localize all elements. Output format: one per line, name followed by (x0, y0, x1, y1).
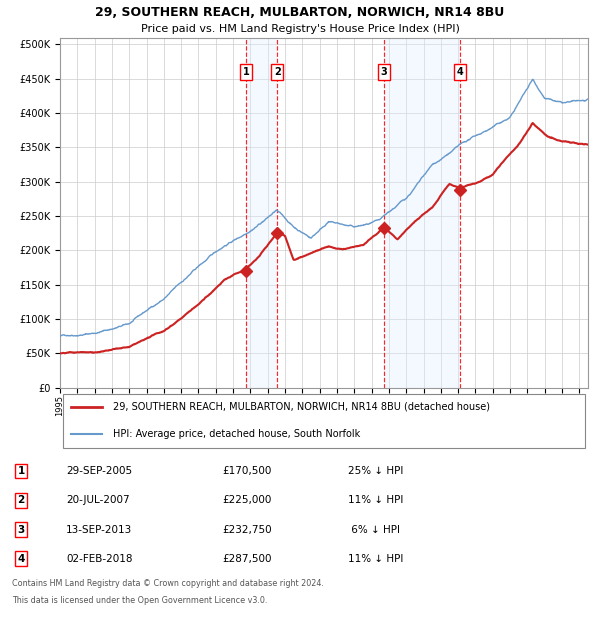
FancyBboxPatch shape (62, 394, 586, 448)
Text: 29-SEP-2005: 29-SEP-2005 (66, 466, 132, 476)
Text: £225,000: £225,000 (222, 495, 271, 505)
Text: Contains HM Land Registry data © Crown copyright and database right 2024.: Contains HM Land Registry data © Crown c… (12, 579, 324, 588)
Text: £287,500: £287,500 (222, 554, 271, 564)
Text: 25% ↓ HPI: 25% ↓ HPI (348, 466, 403, 476)
Text: 3: 3 (380, 67, 387, 77)
Text: 20-JUL-2007: 20-JUL-2007 (66, 495, 130, 505)
Text: 4: 4 (457, 67, 463, 77)
Text: 2: 2 (274, 67, 281, 77)
Text: Price paid vs. HM Land Registry's House Price Index (HPI): Price paid vs. HM Land Registry's House … (140, 24, 460, 35)
Text: HPI: Average price, detached house, South Norfolk: HPI: Average price, detached house, Sout… (113, 429, 360, 439)
Bar (384, 38, 460, 388)
Text: This data is licensed under the Open Government Licence v3.0.: This data is licensed under the Open Gov… (12, 596, 268, 605)
Text: 6% ↓ HPI: 6% ↓ HPI (348, 525, 400, 534)
Text: 11% ↓ HPI: 11% ↓ HPI (348, 495, 403, 505)
Text: 1: 1 (242, 67, 250, 77)
Text: £170,500: £170,500 (222, 466, 271, 476)
Bar (246, 38, 277, 388)
Text: 3: 3 (17, 525, 25, 534)
Text: 11% ↓ HPI: 11% ↓ HPI (348, 554, 403, 564)
Text: 02-FEB-2018: 02-FEB-2018 (66, 554, 133, 564)
Text: 4: 4 (17, 554, 25, 564)
Text: £232,750: £232,750 (222, 525, 272, 534)
Text: 29, SOUTHERN REACH, MULBARTON, NORWICH, NR14 8BU (detached house): 29, SOUTHERN REACH, MULBARTON, NORWICH, … (113, 402, 490, 412)
Text: 1: 1 (17, 466, 25, 476)
Text: 13-SEP-2013: 13-SEP-2013 (66, 525, 132, 534)
Text: 29, SOUTHERN REACH, MULBARTON, NORWICH, NR14 8BU: 29, SOUTHERN REACH, MULBARTON, NORWICH, … (95, 6, 505, 19)
Text: 2: 2 (17, 495, 25, 505)
